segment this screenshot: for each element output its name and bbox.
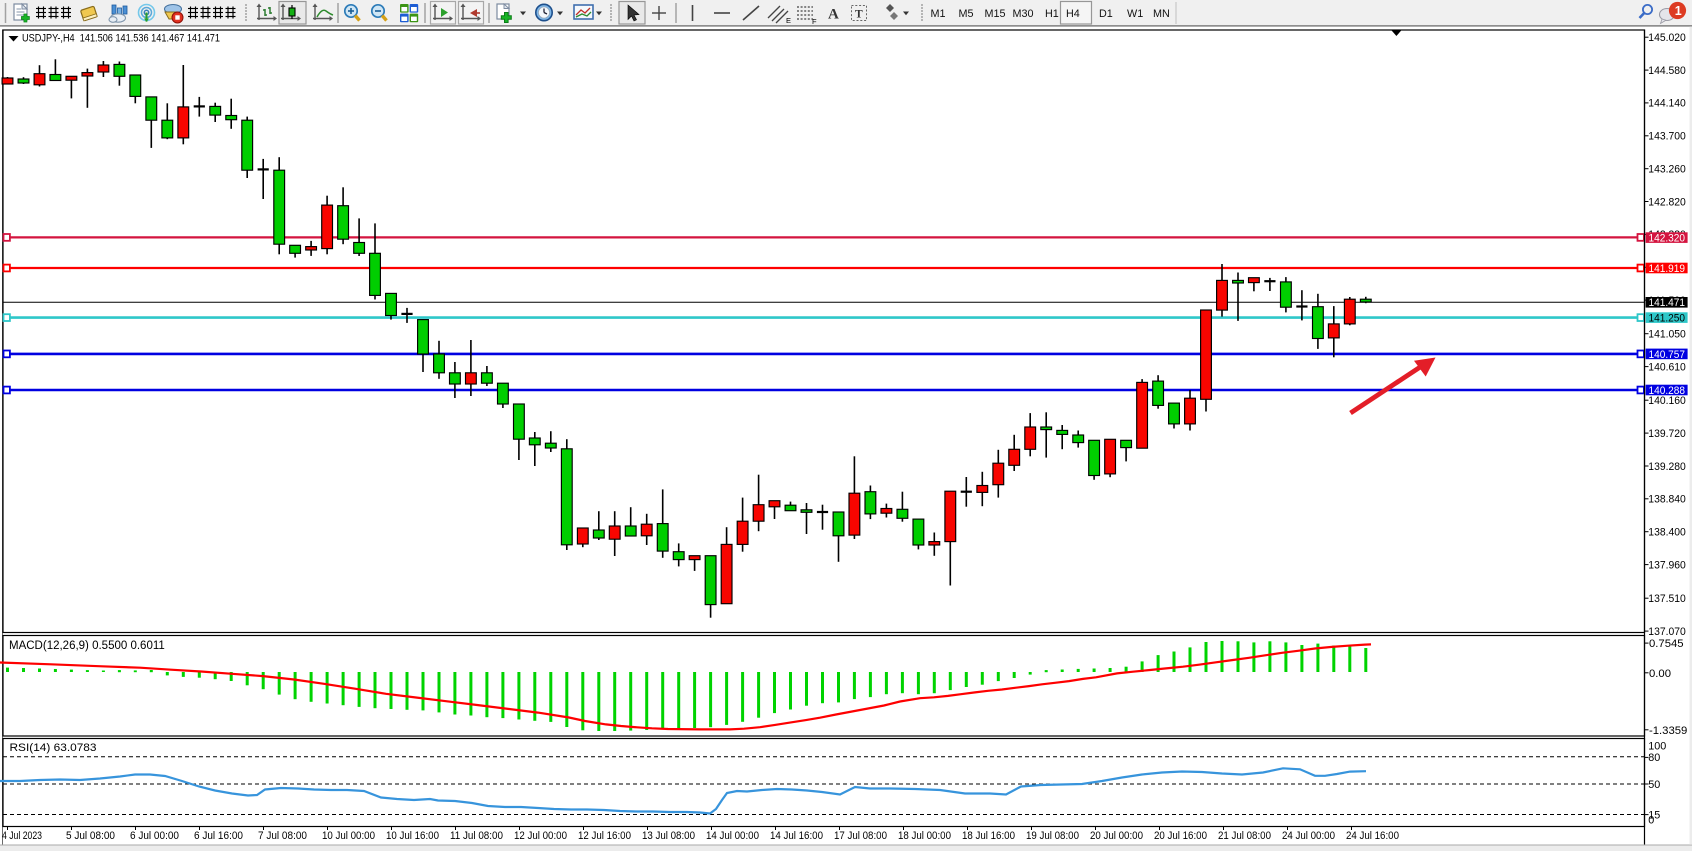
svg-text:137.070: 137.070 xyxy=(1648,626,1686,638)
svg-text:142.320: 142.320 xyxy=(1649,233,1686,245)
svg-text:10 Jul 00:00: 10 Jul 00:00 xyxy=(322,830,375,842)
svg-text:15: 15 xyxy=(1648,809,1660,821)
svg-text:0.00: 0.00 xyxy=(1649,668,1671,680)
svg-text:H1: H1 xyxy=(1045,8,1059,20)
svg-text:138.400: 138.400 xyxy=(1648,527,1686,539)
svg-text:139.280: 139.280 xyxy=(1648,461,1686,473)
svg-text:140.160: 140.160 xyxy=(1648,395,1686,407)
svg-text:140.288: 140.288 xyxy=(1649,385,1686,397)
svg-text:11 Jul 08:00: 11 Jul 08:00 xyxy=(450,830,503,842)
svg-text:14 Jul 16:00: 14 Jul 16:00 xyxy=(770,830,823,842)
svg-text:12 Jul 16:00: 12 Jul 16:00 xyxy=(578,830,631,842)
svg-text:USDJPY-,H4 141.506 141.536 14: USDJPY-,H4 141.506 141.536 141.467 141.4… xyxy=(22,33,220,45)
svg-text:140.610: 140.610 xyxy=(1648,361,1686,373)
svg-text:14 Jul 00:00: 14 Jul 00:00 xyxy=(706,830,759,842)
svg-text:4 Jul 2023: 4 Jul 2023 xyxy=(2,830,42,842)
svg-text:139.720: 139.720 xyxy=(1648,428,1686,440)
svg-text:24 Jul 00:00: 24 Jul 00:00 xyxy=(1282,830,1335,842)
svg-text:138.840: 138.840 xyxy=(1648,494,1686,506)
svg-text:145.020: 145.020 xyxy=(1648,32,1686,44)
svg-text:143.260: 143.260 xyxy=(1648,164,1686,176)
svg-text:12 Jul 00:00: 12 Jul 00:00 xyxy=(514,830,567,842)
svg-text:0: 0 xyxy=(1648,815,1654,827)
svg-text:144.580: 144.580 xyxy=(1648,65,1686,77)
svg-text:140.757: 140.757 xyxy=(1649,349,1686,361)
svg-text:13 Jul 08:00: 13 Jul 08:00 xyxy=(642,830,695,842)
svg-text:24 Jul 16:00: 24 Jul 16:00 xyxy=(1346,830,1399,842)
svg-text:7 Jul 08:00: 7 Jul 08:00 xyxy=(258,830,307,842)
svg-text:F: F xyxy=(812,17,817,26)
svg-text:A: A xyxy=(828,7,839,23)
svg-text:144.140: 144.140 xyxy=(1648,98,1686,110)
svg-text:MN: MN xyxy=(1153,8,1170,20)
svg-text:6 Jul 00:00: 6 Jul 00:00 xyxy=(130,830,179,842)
svg-text:-1.3359: -1.3359 xyxy=(1649,725,1687,737)
svg-text:20 Jul 16:00: 20 Jul 16:00 xyxy=(1154,830,1207,842)
svg-text:M30: M30 xyxy=(1013,8,1034,20)
svg-text:E: E xyxy=(786,16,791,25)
svg-text:H4: H4 xyxy=(1066,8,1080,20)
svg-text:M5: M5 xyxy=(959,8,974,20)
svg-text:18 Jul 16:00: 18 Jul 16:00 xyxy=(962,830,1015,842)
svg-text:10 Jul 16:00: 10 Jul 16:00 xyxy=(386,830,439,842)
svg-text:21 Jul 08:00: 21 Jul 08:00 xyxy=(1218,830,1271,842)
svg-text:100: 100 xyxy=(1648,740,1666,752)
svg-text:80: 80 xyxy=(1648,752,1660,764)
svg-text:142.820: 142.820 xyxy=(1648,196,1686,208)
svg-text:MACD(12,26,9) 0.5500 0.6011: MACD(12,26,9) 0.5500 0.6011 xyxy=(9,640,165,652)
svg-text:137.960: 137.960 xyxy=(1648,559,1686,571)
svg-text:T: T xyxy=(855,9,863,21)
svg-text:137.510: 137.510 xyxy=(1648,593,1686,605)
svg-text:M15: M15 xyxy=(985,8,1006,20)
svg-text:M1: M1 xyxy=(931,8,946,20)
svg-text:20 Jul 00:00: 20 Jul 00:00 xyxy=(1090,830,1143,842)
svg-text:141.919: 141.919 xyxy=(1649,263,1686,275)
svg-text:17 Jul 08:00: 17 Jul 08:00 xyxy=(834,830,887,842)
svg-text:5 Jul 08:00: 5 Jul 08:00 xyxy=(66,830,115,842)
svg-text:141.250: 141.250 xyxy=(1649,313,1686,325)
svg-text:6 Jul 16:00: 6 Jul 16:00 xyxy=(194,830,243,842)
svg-text:141.471: 141.471 xyxy=(1649,297,1686,309)
svg-text:18 Jul 00:00: 18 Jul 00:00 xyxy=(898,830,951,842)
svg-text:19 Jul 08:00: 19 Jul 08:00 xyxy=(1026,830,1079,842)
svg-text:1: 1 xyxy=(1675,4,1682,18)
svg-text:141.050: 141.050 xyxy=(1648,329,1686,341)
svg-text:RSI(14) 63.0783: RSI(14) 63.0783 xyxy=(10,742,97,754)
svg-text:D1: D1 xyxy=(1099,8,1113,20)
svg-text:0.7545: 0.7545 xyxy=(1649,638,1684,650)
svg-text:143.700: 143.700 xyxy=(1648,131,1686,143)
svg-text:W1: W1 xyxy=(1127,8,1143,20)
svg-text:50: 50 xyxy=(1648,779,1660,791)
